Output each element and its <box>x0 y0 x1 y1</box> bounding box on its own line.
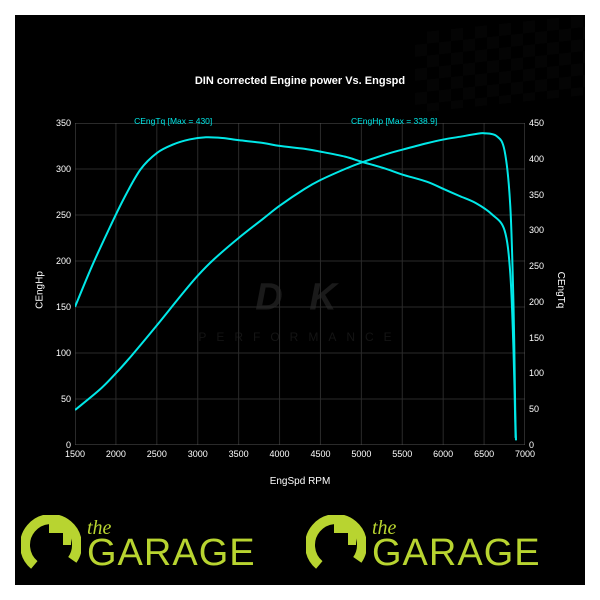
x-tick: 5500 <box>392 449 412 459</box>
page-frame: DIN corrected Engine power Vs. Engspd D … <box>0 0 600 600</box>
x-tick: 1500 <box>65 449 85 459</box>
torque-curve <box>75 137 516 438</box>
x-tick: 2000 <box>106 449 126 459</box>
y-right-tick: 350 <box>529 190 544 200</box>
x-tick: 4500 <box>310 449 330 459</box>
x-axis-label: EngSpd RPM <box>25 476 575 487</box>
logo-text-left: the GARAGE <box>87 520 256 569</box>
logo-right: the GARAGE <box>300 505 585 585</box>
logo-garage-left: GARAGE <box>87 537 256 569</box>
y-right-tick: 0 <box>529 440 534 450</box>
y-right-tick: 400 <box>529 154 544 164</box>
x-tick: 5000 <box>351 449 371 459</box>
x-tick: 7000 <box>515 449 535 459</box>
dyno-chart: D K PERFORMANCE CEngHp CEngTq EngSpd RPM… <box>25 95 575 485</box>
x-tick: 6000 <box>433 449 453 459</box>
y-left-tick: 50 <box>61 394 71 404</box>
y-right-tick: 150 <box>529 333 544 343</box>
chart-panel: DIN corrected Engine power Vs. Engspd D … <box>15 15 585 585</box>
x-tick: 6500 <box>474 449 494 459</box>
chart-title: DIN corrected Engine power Vs. Engspd <box>15 75 585 87</box>
y-right-tick: 300 <box>529 225 544 235</box>
x-tick: 4000 <box>270 449 290 459</box>
y-left-tick: 250 <box>56 210 71 220</box>
y-left-tick: 200 <box>56 256 71 266</box>
x-tick: 3000 <box>188 449 208 459</box>
series-label: CEngHp [Max = 338.9] <box>351 116 437 126</box>
g-mark-icon <box>21 515 81 575</box>
y-left-tick: 150 <box>56 302 71 312</box>
plot-area <box>75 123 525 445</box>
series-label: CEngTq [Max = 430] <box>134 116 212 126</box>
g-mark-icon <box>306 515 366 575</box>
lines-svg <box>75 123 525 445</box>
logo-garage-right: GARAGE <box>372 537 541 569</box>
footer-logos: the GARAGE the GARAGE <box>15 505 585 585</box>
y-left-tick: 350 <box>56 118 71 128</box>
y-right-tick: 450 <box>529 118 544 128</box>
y-left-tick: 100 <box>56 348 71 358</box>
x-tick: 3500 <box>229 449 249 459</box>
logo-text-right: the GARAGE <box>372 520 541 569</box>
y-right-tick: 50 <box>529 404 539 414</box>
hp-curve <box>75 133 516 440</box>
y-right-tick: 200 <box>529 297 544 307</box>
x-tick: 2500 <box>147 449 167 459</box>
y-left-tick: 0 <box>66 440 71 450</box>
y-right-tick: 100 <box>529 368 544 378</box>
y-right-label: CEngTq <box>555 272 566 309</box>
logo-left: the GARAGE <box>15 505 300 585</box>
y-left-label: CEngHp <box>34 271 45 309</box>
y-right-tick: 250 <box>529 261 544 271</box>
y-left-tick: 300 <box>56 164 71 174</box>
